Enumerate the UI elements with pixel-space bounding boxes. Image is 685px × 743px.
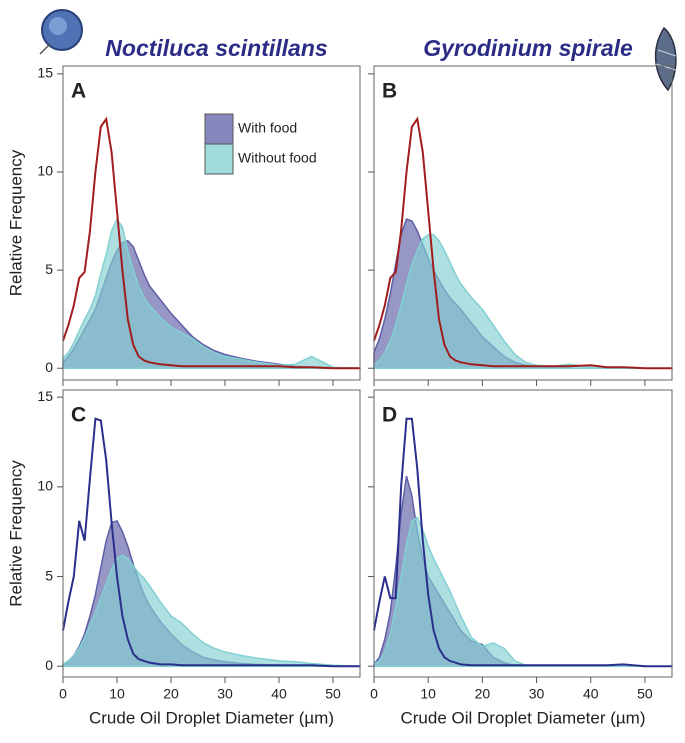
legend-swatch — [204, 143, 234, 175]
density-area — [373, 516, 673, 667]
panel-label: B — [382, 80, 397, 103]
x-tick-label: 50 — [637, 686, 653, 702]
y-tick-label: 5 — [45, 261, 53, 277]
plot-frame — [373, 65, 673, 381]
x-tick-label: 0 — [59, 686, 67, 702]
plot-frame — [62, 65, 361, 381]
x-tick-label: 30 — [217, 686, 233, 702]
gyrodinium-icon — [654, 26, 677, 92]
plot-area — [62, 116, 361, 370]
y-tick-label: 15 — [37, 65, 53, 81]
y-axis-label: Relative Frequency — [6, 460, 25, 607]
panel-label: D — [382, 404, 397, 427]
density-area — [373, 234, 673, 369]
y-tick-label: 5 — [45, 567, 53, 583]
panel-label: C — [71, 404, 86, 427]
plot-area — [373, 417, 673, 668]
y-axis-label: Relative Frequency — [6, 149, 25, 296]
x-tick-label: 40 — [583, 686, 599, 702]
x-tick-label: 0 — [370, 686, 378, 702]
legend-label: With food — [238, 120, 297, 136]
plot-area — [373, 116, 673, 370]
legend-label: Without food — [238, 150, 317, 166]
plot-frame — [373, 389, 673, 678]
panel-label: A — [71, 80, 86, 103]
x-tick-label: 40 — [271, 686, 287, 702]
plot-frame — [62, 389, 361, 678]
x-tick-label: 50 — [325, 686, 341, 702]
x-axis-label: Crude Oil Droplet Diameter (µm) — [89, 708, 334, 727]
legend-swatch — [204, 113, 234, 145]
noctiluca-icon — [39, 9, 83, 55]
y-tick-label: 0 — [45, 359, 53, 375]
x-axis-label: Crude Oil Droplet Diameter (µm) — [400, 708, 645, 727]
x-tick-label: 10 — [420, 686, 436, 702]
y-tick-label: 10 — [37, 163, 53, 179]
panel-title: Noctiluca scintillans — [105, 35, 327, 61]
y-tick-label: 0 — [45, 657, 53, 673]
x-tick-label: 30 — [529, 686, 545, 702]
x-tick-label: 10 — [109, 686, 125, 702]
panel-title: Gyrodinium spirale — [423, 35, 633, 61]
y-tick-label: 15 — [37, 388, 53, 404]
x-tick-label: 20 — [475, 686, 491, 702]
y-tick-label: 10 — [37, 478, 53, 494]
density-line — [373, 116, 672, 370]
x-tick-label: 20 — [163, 686, 179, 702]
plot-area — [62, 417, 361, 668]
density-line — [373, 417, 672, 668]
density-area — [62, 217, 361, 369]
density-line — [62, 417, 360, 668]
density-line — [62, 116, 360, 370]
density-area — [62, 554, 361, 667]
